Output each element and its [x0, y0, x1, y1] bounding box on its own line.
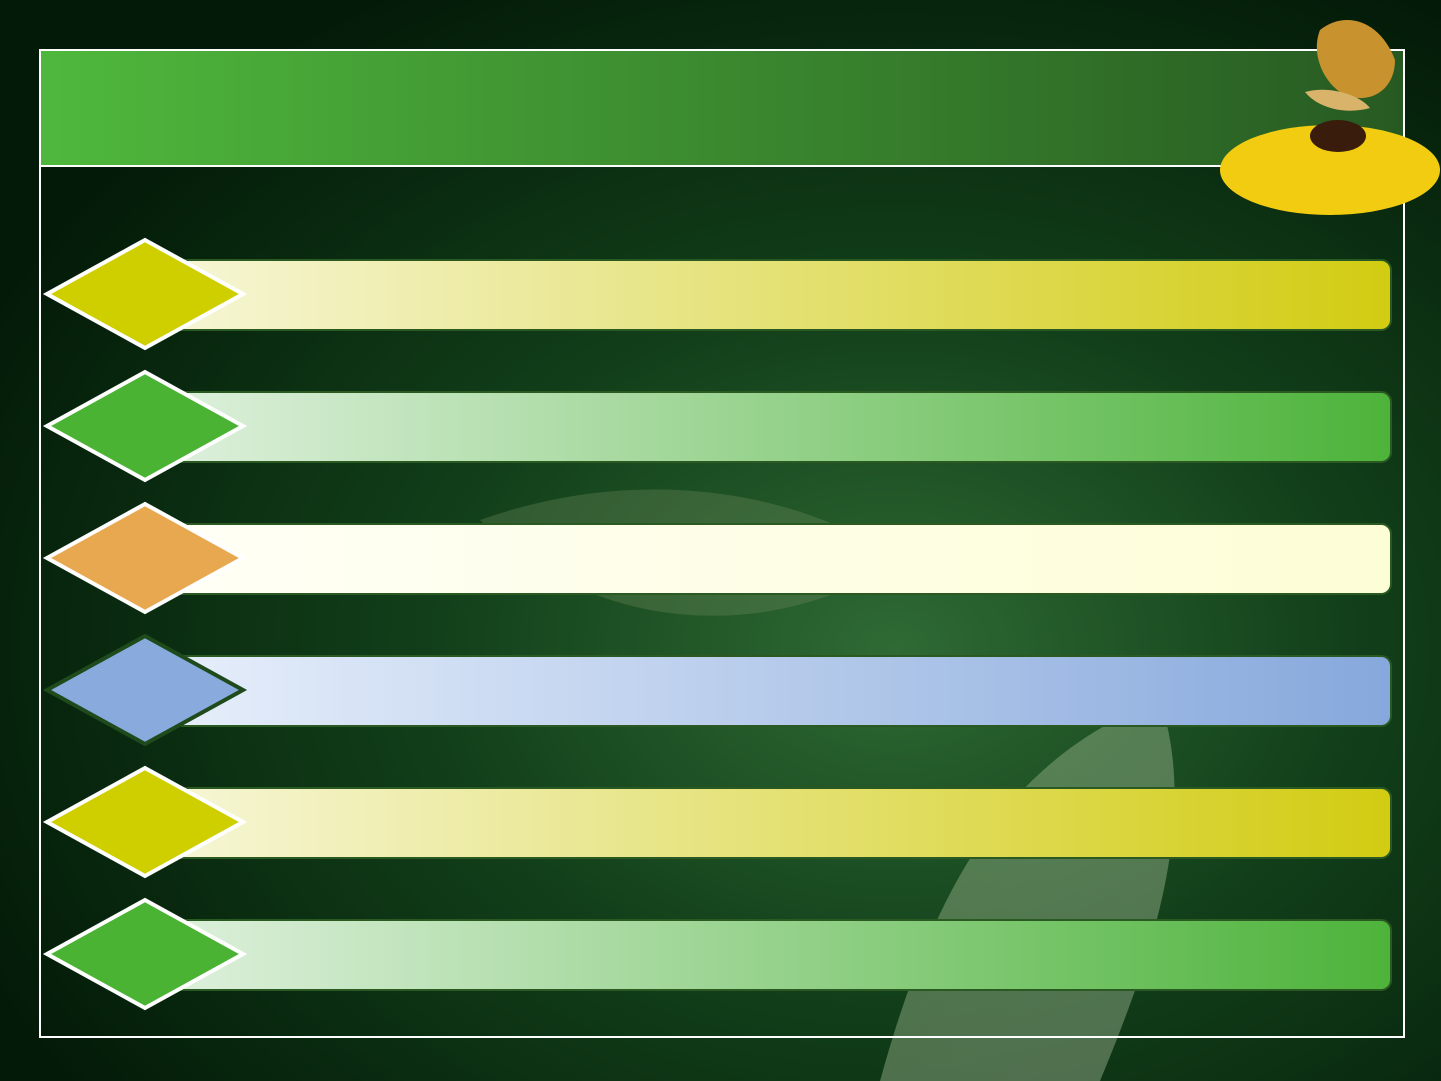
bar: [171, 919, 1392, 991]
bar: [171, 787, 1392, 859]
bar: [171, 259, 1392, 331]
frame: [39, 49, 1405, 1038]
diamonds: [42, 237, 248, 1011]
diamond: [42, 897, 248, 1011]
diamond: [42, 633, 248, 747]
bar: [171, 523, 1392, 595]
diamond: [42, 765, 248, 879]
bar: [171, 655, 1392, 727]
flower: [1220, 20, 1440, 215]
diamond: [42, 237, 248, 351]
bars: [171, 259, 1392, 991]
diamond: [42, 369, 248, 483]
diamond: [42, 501, 248, 615]
header-band: [41, 51, 1403, 165]
bar: [171, 391, 1392, 463]
